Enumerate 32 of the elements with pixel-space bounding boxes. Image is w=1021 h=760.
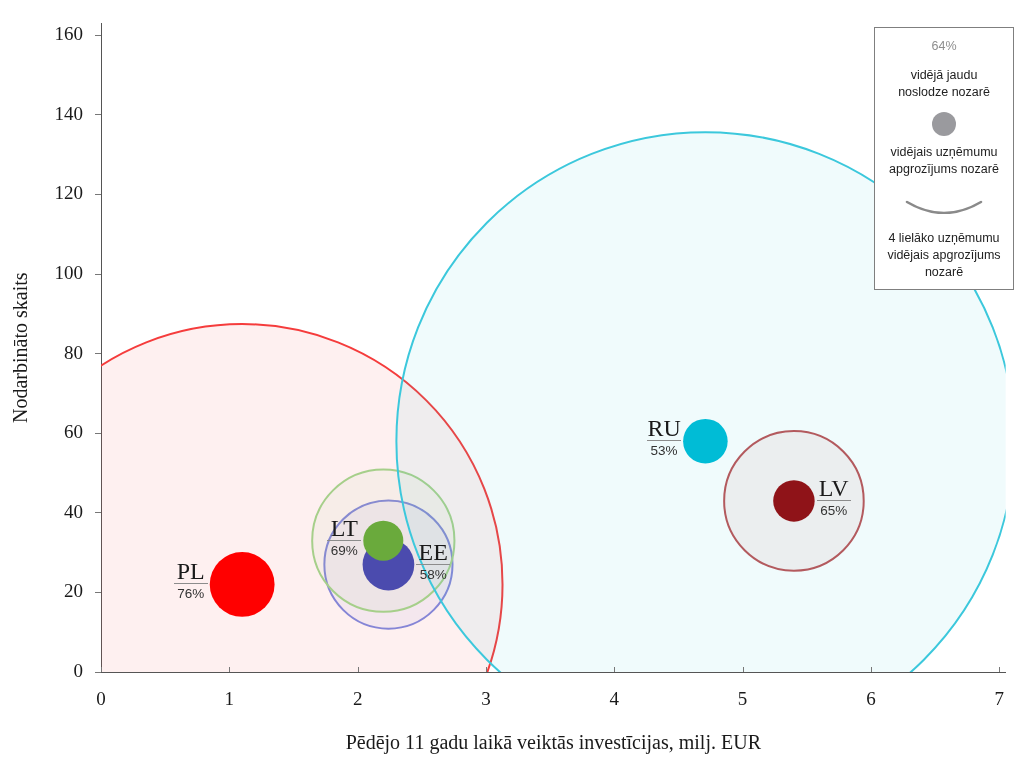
x-tick-label: 4 bbox=[609, 688, 620, 710]
y-tick-label: 120 bbox=[54, 182, 83, 204]
y-tick-label: 140 bbox=[54, 102, 83, 124]
annotation: vidējais uzņēmumu apgrozījums nozarē bbox=[888, 144, 1000, 178]
y-tick-label: 80 bbox=[64, 341, 83, 363]
y-tick-label: 60 bbox=[64, 421, 83, 443]
annotation: 53% bbox=[649, 443, 679, 459]
x-tick-label: 0 bbox=[96, 688, 106, 710]
x-tick-label: 2 bbox=[352, 688, 363, 710]
annotation: vidējā jaudu noslodze nozarē bbox=[897, 67, 991, 101]
annotation: 64% bbox=[930, 38, 958, 55]
x-tick-label: 3 bbox=[481, 688, 491, 710]
x-axis-title: Pēdējo 11 gadu laikā veiktās investīcijas, milj. EUR bbox=[345, 731, 762, 755]
annotation: LT bbox=[327, 514, 362, 541]
x-tick-label: 6 bbox=[866, 688, 876, 710]
annotation: EE bbox=[416, 538, 451, 565]
x-tick-label: 5 bbox=[737, 688, 748, 710]
y-tick-label: 160 bbox=[54, 23, 83, 45]
y-tick-label: 20 bbox=[64, 580, 83, 602]
annotation: 76% bbox=[176, 586, 206, 602]
x-tick-label: 1 bbox=[224, 688, 235, 710]
y-tick-label: 0 bbox=[73, 659, 83, 681]
annotation: 69% bbox=[329, 542, 359, 558]
y-tick-label: 100 bbox=[54, 262, 83, 284]
annotation: 4 lielāko uzņēmumu vidējais apgrozījums nozarē bbox=[886, 230, 1002, 281]
x-tick-label: 7 bbox=[994, 688, 1004, 710]
annotation: RU bbox=[647, 415, 682, 442]
annotation: 65% bbox=[819, 502, 849, 518]
annotation: LV bbox=[816, 474, 851, 501]
annotation: PL bbox=[173, 558, 208, 585]
y-tick-label: 40 bbox=[64, 500, 83, 522]
y-axis-title: Nodarbināto skaits bbox=[9, 272, 32, 423]
